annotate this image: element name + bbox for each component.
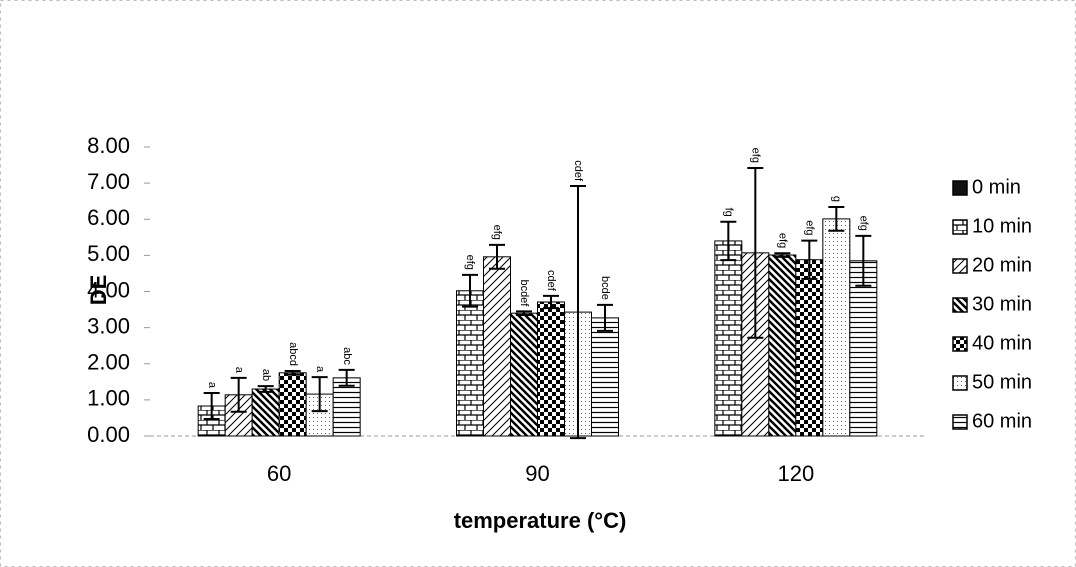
significance-letter: ab bbox=[260, 369, 272, 381]
significance-letter: cdef bbox=[545, 270, 557, 292]
legend-swatch bbox=[953, 259, 967, 273]
y-tick-label: 6.00 bbox=[87, 205, 130, 230]
bar bbox=[457, 291, 484, 436]
x-tick-label: 90 bbox=[525, 461, 549, 486]
significance-letter: efg bbox=[803, 220, 815, 235]
significance-letter: efg bbox=[857, 216, 869, 231]
legend-label: 60 min bbox=[972, 410, 1032, 432]
y-tick-label: 7.00 bbox=[87, 169, 130, 194]
legend-label: 0 min bbox=[972, 176, 1021, 198]
significance-letter: fg bbox=[722, 208, 734, 217]
y-tick-label: 4.00 bbox=[87, 277, 130, 302]
y-tick-label: 8.00 bbox=[87, 133, 130, 158]
significance-letter: abcd bbox=[287, 342, 299, 366]
bar bbox=[484, 257, 511, 436]
significance-letter: efg bbox=[776, 233, 788, 248]
significance-letter: bcde bbox=[599, 276, 611, 300]
bar bbox=[715, 241, 742, 436]
legend-label: 10 min bbox=[972, 215, 1032, 237]
chart: DE temperature (°C) 0.001.002.003.004.00… bbox=[0, 0, 1076, 567]
legend-label: 50 min bbox=[972, 371, 1032, 393]
legend-label: 20 min bbox=[972, 254, 1032, 276]
bar bbox=[769, 255, 796, 436]
legend-swatch bbox=[953, 220, 967, 234]
bar bbox=[823, 219, 850, 436]
y-tick-label: 0.00 bbox=[87, 422, 130, 447]
legend-swatch bbox=[953, 376, 967, 390]
bar bbox=[538, 302, 565, 436]
legend-swatch bbox=[953, 337, 967, 351]
y-tick-label: 5.00 bbox=[87, 241, 130, 266]
x-axis-title: temperature (°C) bbox=[454, 508, 627, 533]
significance-letter: efg bbox=[749, 148, 761, 163]
bar bbox=[511, 313, 538, 436]
y-tick-label: 3.00 bbox=[87, 313, 130, 338]
x-tick-label: 120 bbox=[777, 461, 814, 486]
significance-letter: efg bbox=[464, 255, 476, 270]
significance-letter: a bbox=[206, 382, 218, 389]
legend-label: 40 min bbox=[972, 332, 1032, 354]
legend-label: 30 min bbox=[972, 293, 1032, 315]
legend-swatch bbox=[953, 298, 967, 312]
bar bbox=[796, 260, 823, 436]
bar bbox=[850, 261, 877, 436]
significance-letter: g bbox=[830, 196, 842, 202]
x-tick-label: 60 bbox=[267, 461, 291, 486]
significance-letter: a bbox=[233, 367, 245, 374]
significance-letter: bcdef bbox=[518, 279, 530, 307]
bar bbox=[279, 373, 306, 436]
significance-letter: cdef bbox=[572, 160, 584, 182]
significance-letter: efg bbox=[491, 225, 503, 240]
bar bbox=[592, 318, 619, 436]
y-tick-label: 2.00 bbox=[87, 350, 130, 375]
significance-letter: abc bbox=[341, 347, 353, 365]
legend-swatch bbox=[953, 415, 967, 429]
y-tick-label: 1.00 bbox=[87, 386, 130, 411]
significance-letter: a bbox=[314, 366, 326, 373]
legend-swatch bbox=[953, 181, 967, 195]
bar bbox=[252, 389, 279, 436]
